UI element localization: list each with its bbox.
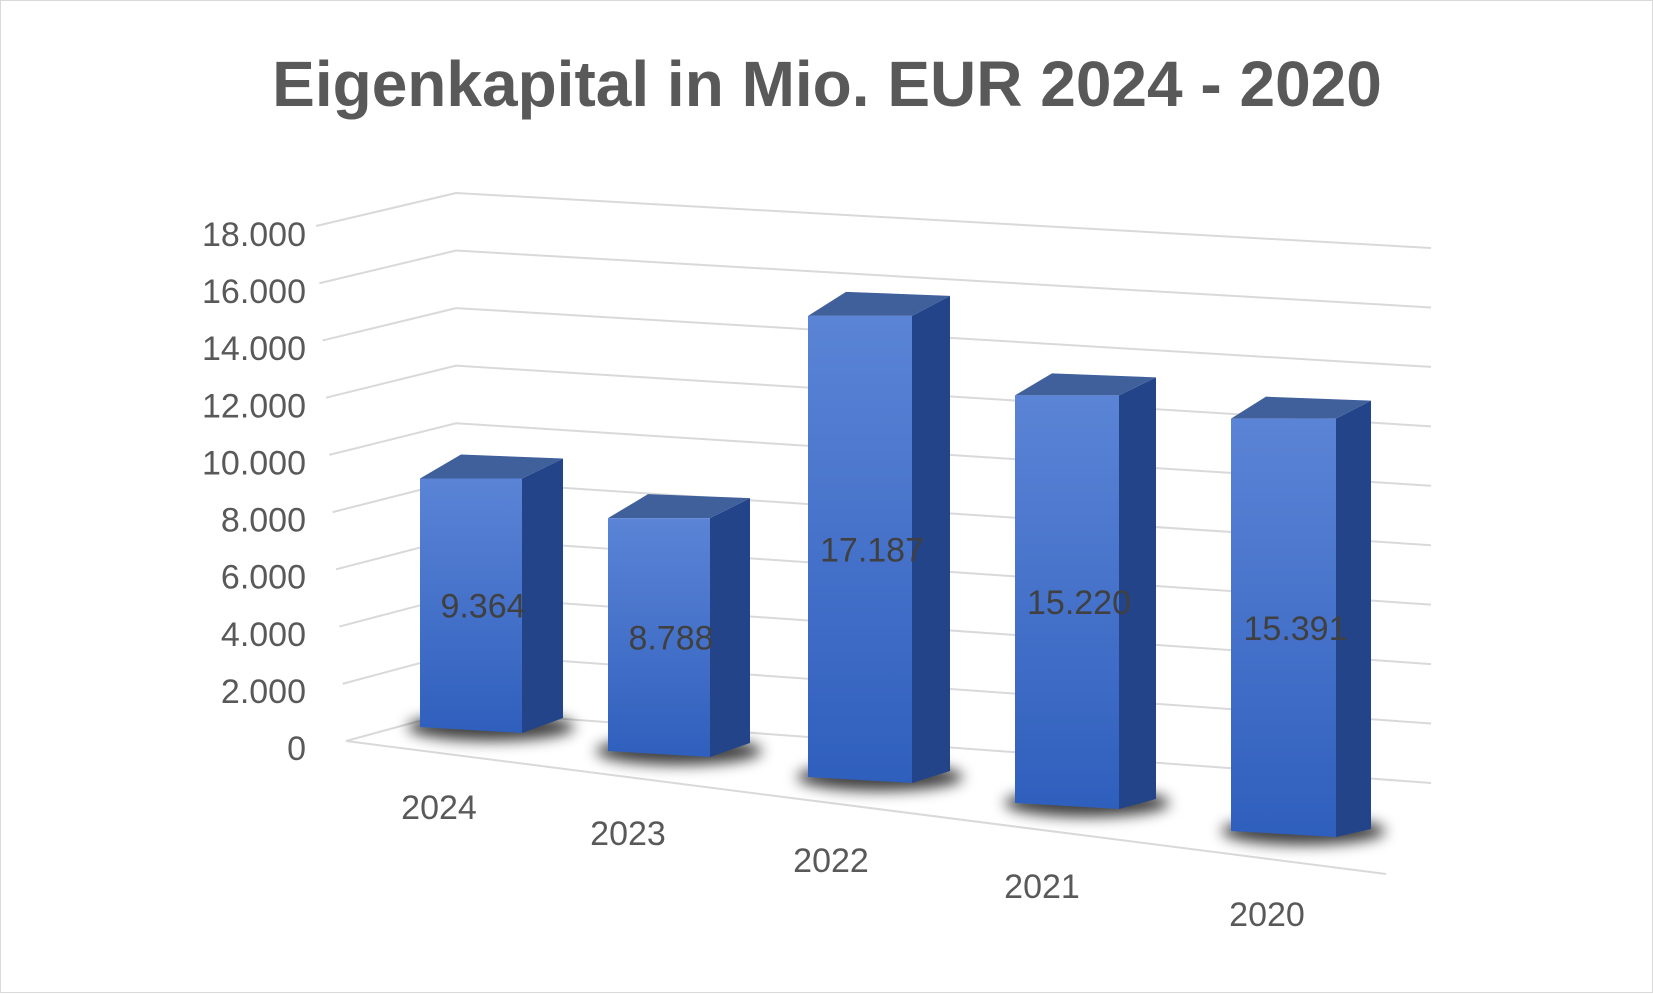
bar-2020 [1231, 396, 1371, 837]
chart-title: Eigenkapital in Mio. EUR 2024 - 2020 [272, 48, 1382, 120]
bar-top-face [608, 494, 750, 519]
gridline [322, 307, 1432, 368]
data-label: 15.391 [1244, 610, 1348, 648]
bar-side-face [912, 295, 950, 783]
bar-top-face [1015, 373, 1156, 396]
y-tick-label: 2.000 [221, 673, 306, 711]
bar-front-face [608, 518, 710, 757]
x-axis-category-labels: 2024 2023 2022 2021 2020 [401, 789, 1305, 934]
x-category-label: 2022 [793, 842, 869, 880]
bar-2021 [1015, 373, 1156, 809]
x-category-label: 2023 [590, 815, 666, 853]
gridline [315, 191, 1432, 249]
y-tick-label: 10.000 [202, 444, 306, 482]
y-tick-label: 12.000 [202, 387, 306, 425]
y-tick-label: 4.000 [221, 616, 306, 654]
bar-side-face [1119, 377, 1156, 809]
bar-side-face [710, 498, 750, 757]
x-category-label: 2024 [401, 789, 477, 827]
floor-front-edge [345, 740, 1387, 875]
bar-2024 [420, 454, 563, 733]
bar-top-face [1231, 396, 1371, 419]
y-tick-label: 0 [287, 730, 306, 768]
data-label: 9.364 [440, 588, 525, 626]
y-tick-label: 6.000 [221, 559, 306, 597]
y-tick-label: 18.000 [202, 216, 306, 254]
bar-side-face [522, 458, 563, 733]
bar-side-face [1336, 400, 1371, 837]
y-tick-label: 8.000 [221, 502, 306, 540]
bar-front-face [1231, 418, 1336, 837]
y-axis-tick-labels: 0 2.000 4.000 6.000 8.000 10.000 12.000 14.000 1… [202, 216, 306, 768]
bar-front-face [1015, 395, 1119, 809]
bar-top-face [420, 454, 563, 479]
data-label: 8.788 [628, 620, 713, 658]
data-label: 17.187 [820, 531, 924, 569]
y-tick-label: 16.000 [202, 273, 306, 311]
y-tick-label: 14.000 [202, 330, 306, 368]
bar-2022 [808, 291, 950, 783]
x-category-label: 2021 [1004, 868, 1080, 906]
data-label: 15.220 [1027, 584, 1131, 622]
bar-2023 [608, 494, 750, 757]
bar-front-face [420, 478, 522, 733]
bars: 9.364 8.788 17.187 15.220 15.391 [420, 291, 1371, 837]
bar-top-face [808, 291, 950, 316]
bar-front-face [808, 315, 912, 783]
x-category-label: 2020 [1229, 896, 1305, 934]
gridline [319, 249, 1432, 309]
